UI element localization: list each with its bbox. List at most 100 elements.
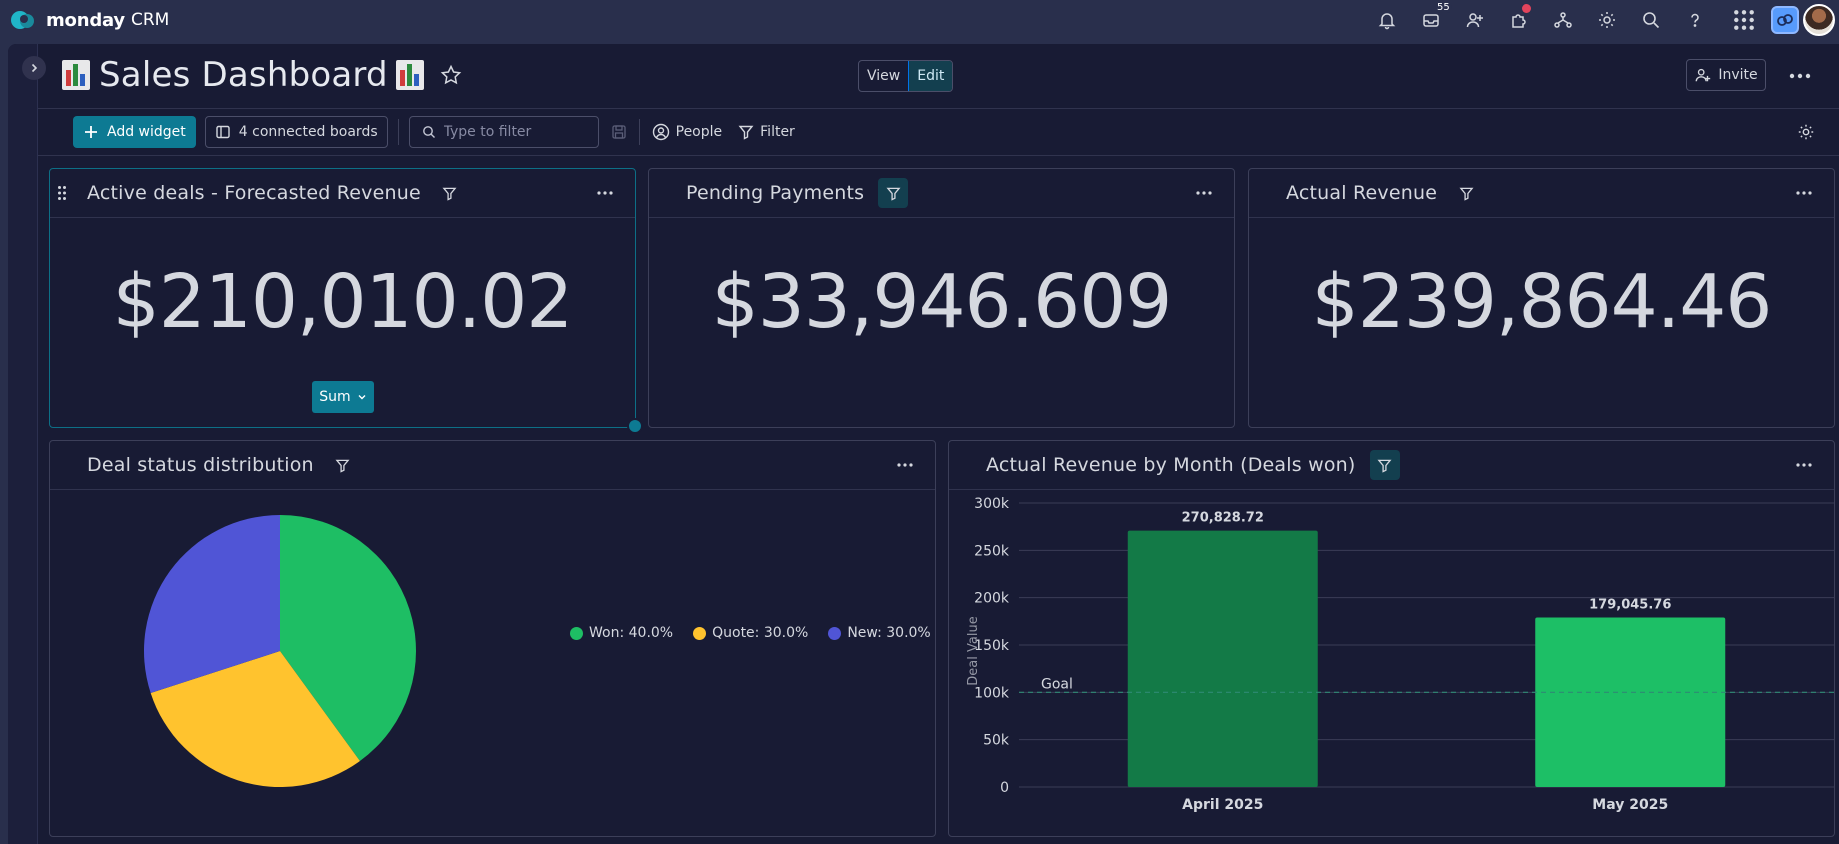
notifications-button[interactable] xyxy=(1365,0,1409,40)
dashboard-settings-button[interactable] xyxy=(1794,120,1818,144)
bar-0[interactable] xyxy=(1127,530,1318,787)
search-button[interactable] xyxy=(1629,0,1673,40)
y-tick-label: 250k xyxy=(974,543,1010,559)
user-avatar[interactable] xyxy=(1803,4,1835,36)
connected-boards-button[interactable]: 4 connected boards xyxy=(204,116,388,148)
widget-filter-button[interactable] xyxy=(328,450,358,480)
legend-dot xyxy=(828,626,842,640)
search-icon xyxy=(422,126,435,138)
widget-title[interactable]: Actual Revenue by Month (Deals won) xyxy=(986,454,1356,476)
widget-header: Actual Revenue xyxy=(1249,169,1834,218)
notification-dot xyxy=(1522,4,1531,13)
edit-mode-button[interactable]: Edit xyxy=(908,61,953,91)
deal-status-widget[interactable]: Deal status distribution Won: 40.0% Quote… xyxy=(49,440,936,837)
divider xyxy=(38,155,1839,156)
filter-search-box[interactable] xyxy=(408,116,599,148)
widget-more-button[interactable] xyxy=(593,181,617,205)
pie-slice-quote[interactable] xyxy=(150,651,360,787)
workflows-button[interactable] xyxy=(1541,0,1585,40)
y-axis-label: Deal Value xyxy=(966,616,981,685)
x-tick-label: April 2025 xyxy=(1182,797,1263,813)
widget-filter-button-active[interactable] xyxy=(878,178,909,208)
legend-item-new[interactable]: New: 30.0% xyxy=(828,625,931,641)
widget-more-button[interactable] xyxy=(893,453,917,477)
y-tick-label: 300k xyxy=(974,496,1010,512)
workspace-avatar[interactable] xyxy=(1771,6,1799,34)
help-button[interactable] xyxy=(1673,0,1717,40)
filter-icon xyxy=(738,125,754,140)
widget-resize-handle[interactable] xyxy=(627,418,643,434)
widget-header: Deal status distribution xyxy=(50,441,935,490)
widget-title[interactable]: Deal status distribution xyxy=(87,454,314,476)
grid-icon xyxy=(1734,10,1754,30)
inbox-count-badge: 55 xyxy=(1435,2,1452,13)
invite-button[interactable]: Invite xyxy=(1686,59,1766,91)
inbox-button[interactable]: 55 xyxy=(1409,0,1453,40)
bar-1[interactable] xyxy=(1535,617,1726,787)
filter-icon xyxy=(335,459,350,473)
people-filter-button[interactable]: People xyxy=(644,116,731,148)
more-horizontal-icon xyxy=(1196,191,1212,195)
widget-title[interactable]: Active deals - Forecasted Revenue xyxy=(87,182,421,204)
y-tick-label: 150k xyxy=(974,638,1010,654)
logo[interactable]: monday CRM xyxy=(10,10,169,31)
filter-icon xyxy=(1459,187,1474,201)
settings-button[interactable] xyxy=(1585,0,1629,40)
legend-item-quote[interactable]: Quote: 30.0% xyxy=(693,625,808,641)
invite-members-button[interactable] xyxy=(1453,0,1497,40)
legend-label: Won: 40.0% xyxy=(589,625,674,641)
forecast-revenue-widget[interactable]: Active deals - Forecasted Revenue $210,0… xyxy=(49,168,636,428)
widget-more-button[interactable] xyxy=(1192,181,1216,205)
apps-button[interactable] xyxy=(1717,0,1771,40)
filter-icon xyxy=(886,187,901,201)
legend-dot xyxy=(693,626,707,640)
widget-filter-button[interactable] xyxy=(1451,178,1481,208)
widget-filter-button[interactable] xyxy=(435,178,465,208)
x-tick-label: May 2025 xyxy=(1592,797,1668,813)
page-title[interactable]: Sales Dashboard xyxy=(62,55,424,95)
bar-chart: 0 50k 100k 150k 200k 250k 300k Deal Value 270,82… xyxy=(966,496,1834,813)
drag-handle-icon[interactable] xyxy=(57,185,67,201)
widget-more-button[interactable] xyxy=(1792,181,1816,205)
pie-chart xyxy=(143,515,416,787)
bar-data-label: 270,828.72 xyxy=(1182,511,1264,526)
inbox-icon xyxy=(1423,14,1439,27)
toolbar-separator xyxy=(638,119,640,145)
bar-data-label: 179,045.76 xyxy=(1589,598,1671,613)
add-widget-button[interactable]: Add widget xyxy=(73,116,196,148)
add-person-icon xyxy=(1466,13,1483,28)
aggregation-dropdown[interactable]: Sum xyxy=(312,381,374,413)
widget-title[interactable]: Actual Revenue xyxy=(1286,182,1438,204)
pending-payments-widget[interactable]: Pending Payments $33,946.609 xyxy=(648,168,1235,428)
integrations-button[interactable] xyxy=(1497,0,1541,40)
dashboard-toolbar: Add widget 4 connected boards People Fil… xyxy=(73,116,803,148)
widget-header: Actual Revenue by Month (Deals won) xyxy=(949,441,1834,490)
more-horizontal-icon xyxy=(1796,191,1812,195)
y-tick-label: 100k xyxy=(974,685,1010,701)
pie-slice-new[interactable] xyxy=(143,515,280,694)
pie-slice-won[interactable] xyxy=(280,515,416,762)
legend-label: Quote: 30.0% xyxy=(712,625,809,641)
divider xyxy=(38,108,1839,109)
view-mode-button[interactable]: View xyxy=(867,68,901,84)
widget-title[interactable]: Pending Payments xyxy=(686,182,865,204)
bar-chart-emoji-icon xyxy=(62,60,90,90)
widget-header: Pending Payments xyxy=(649,169,1234,218)
filter-button[interactable]: Filter xyxy=(730,116,803,148)
product-name: CRM xyxy=(130,10,170,30)
widget-filter-button-active[interactable] xyxy=(1369,450,1400,480)
legend-item-won[interactable]: Won: 40.0% xyxy=(570,625,673,641)
save-view-button[interactable] xyxy=(599,124,639,140)
add-widget-label: Add widget xyxy=(107,124,186,140)
more-horizontal-icon xyxy=(597,191,613,195)
filter-search-input[interactable] xyxy=(443,124,594,140)
more-horizontal-icon xyxy=(897,463,913,467)
view-edit-toggle: View Edit xyxy=(858,60,954,92)
dashboard-more-button[interactable] xyxy=(1786,62,1814,90)
sidebar-toggle-button[interactable] xyxy=(22,56,46,80)
actual-revenue-widget[interactable]: Actual Revenue $239,864.46 xyxy=(1248,168,1835,428)
star-favorite-icon[interactable] xyxy=(440,64,462,86)
widget-more-button[interactable] xyxy=(1792,453,1816,477)
aggregation-label: Sum xyxy=(319,389,351,405)
revenue-by-month-widget[interactable]: Actual Revenue by Month (Deals won) 0 50k… xyxy=(948,440,1835,837)
